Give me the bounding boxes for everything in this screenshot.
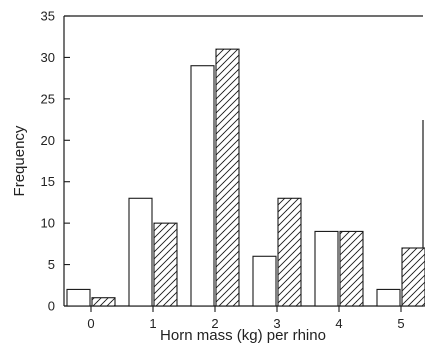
bar-hatched (339, 230, 364, 307)
x-tick-label: 5 (397, 316, 404, 331)
y-tick-label: 35 (41, 9, 55, 24)
bar-open (314, 230, 339, 307)
bar-open (252, 255, 277, 307)
y-tick-label: 10 (41, 216, 55, 231)
x-tick-label: 3 (273, 316, 280, 331)
y-tick-label: 0 (48, 299, 55, 314)
bar-open (128, 197, 153, 307)
x-tick-label: 2 (211, 316, 218, 331)
bar-hatched (215, 48, 240, 307)
bar-hatched (401, 247, 425, 307)
y-tick-label: 25 (41, 91, 55, 106)
y-tick-label: 15 (41, 174, 55, 189)
plot-frame (63, 15, 424, 307)
bar-hatched (277, 197, 302, 307)
bar-open (190, 65, 215, 307)
x-tick-label: 0 (87, 316, 94, 331)
bar-open (376, 288, 401, 307)
bar-hatched (153, 222, 178, 307)
y-tick-label: 30 (41, 50, 55, 65)
x-tick-label: 4 (335, 316, 342, 331)
bar-open (66, 288, 91, 307)
y-tick-label: 5 (48, 257, 55, 272)
bar-hatched (91, 297, 116, 307)
y-tick-label: 20 (41, 133, 55, 148)
y-axis-title: Frequency (11, 125, 28, 196)
x-tick-label: 1 (149, 316, 156, 331)
x-axis-title: Horn mass (kg) per rhino (160, 327, 326, 344)
